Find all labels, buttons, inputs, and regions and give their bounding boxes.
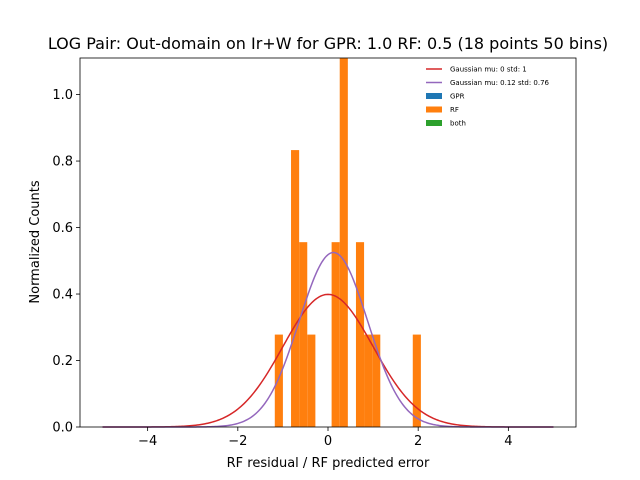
histogram-bar-8 bbox=[372, 334, 381, 427]
plot-frame bbox=[79, 57, 577, 428]
histogram-bar-5 bbox=[339, 58, 348, 427]
legend-label: RF bbox=[450, 106, 459, 114]
x-tick-label: −2 bbox=[228, 434, 247, 449]
gaussian-curve-1 bbox=[102, 251, 554, 428]
x-tick-label: −4 bbox=[138, 434, 157, 449]
chart-title: LOG Pair: Out-domain on Ir+W for GPR: 1.… bbox=[48, 34, 608, 53]
legend-label: GPR bbox=[450, 93, 465, 101]
histogram-bars bbox=[274, 58, 421, 427]
legend-label: Gaussian mu: 0 std: 1 bbox=[450, 66, 527, 74]
y-tick-label: 0.8 bbox=[52, 155, 73, 170]
histogram-bar-7 bbox=[364, 334, 373, 427]
histogram-bar-2 bbox=[299, 242, 308, 427]
x-tick-label: 4 bbox=[504, 434, 512, 449]
histogram-bar-1 bbox=[291, 150, 300, 427]
gaussian-curves bbox=[102, 251, 554, 428]
legend-patch-swatch bbox=[426, 106, 442, 113]
histogram-bar-4 bbox=[331, 242, 340, 427]
y-axis-ticks: 0.0 0.2 0.4 0.6 0.8 1.0 bbox=[52, 88, 80, 436]
x-axis-label: RF residual / RF predicted error bbox=[227, 456, 430, 471]
legend: Gaussian mu: 0 std: 1 Gaussian mu: 0.12 s… bbox=[426, 66, 550, 128]
x-axis-ticks: −4 −2 0 2 4 bbox=[138, 427, 513, 449]
y-tick-label: 0.2 bbox=[52, 354, 73, 369]
y-tick-label: 0.6 bbox=[52, 221, 73, 236]
y-tick-label: 0.4 bbox=[52, 288, 73, 303]
x-tick-label: 0 bbox=[324, 434, 332, 449]
axes bbox=[79, 57, 577, 428]
histogram-bar-6 bbox=[355, 242, 365, 427]
gaussian-curve-0 bbox=[102, 293, 554, 428]
y-axis-label: Normalized Counts bbox=[28, 180, 43, 303]
y-tick-label: 0.0 bbox=[52, 421, 73, 436]
histogram-bar-3 bbox=[307, 334, 316, 427]
legend-label: Gaussian mu: 0.12 std: 0.76 bbox=[450, 79, 550, 87]
histogram-bar-0 bbox=[274, 334, 283, 427]
legend-patch-swatch bbox=[426, 120, 442, 126]
x-tick-label: 2 bbox=[414, 434, 422, 449]
legend-patch-swatch bbox=[426, 93, 442, 99]
legend-label: both bbox=[450, 120, 466, 128]
y-tick-label: 1.0 bbox=[52, 88, 73, 103]
histogram-bar-9 bbox=[412, 334, 421, 427]
